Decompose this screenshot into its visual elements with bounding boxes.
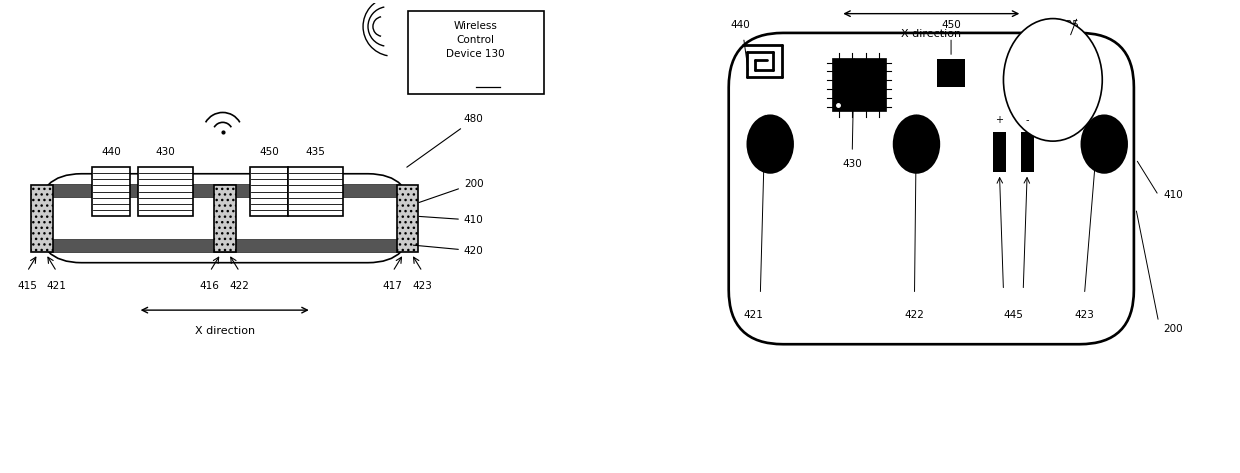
- Text: 410: 410: [419, 215, 484, 225]
- Text: 422: 422: [904, 310, 925, 320]
- Ellipse shape: [893, 114, 940, 174]
- Text: 421: 421: [47, 281, 67, 291]
- Text: 200: 200: [1163, 324, 1183, 334]
- Text: 445: 445: [1003, 310, 1023, 320]
- Text: X direction: X direction: [195, 326, 254, 336]
- Text: 420: 420: [413, 245, 484, 256]
- Bar: [937, 59, 965, 87]
- FancyBboxPatch shape: [37, 174, 413, 263]
- Bar: [250, 167, 288, 216]
- Bar: [1021, 132, 1034, 172]
- Ellipse shape: [1003, 18, 1102, 141]
- Text: 423: 423: [413, 281, 433, 291]
- Text: 416: 416: [200, 281, 219, 291]
- Text: 417: 417: [383, 281, 403, 291]
- Text: X direction: X direction: [901, 29, 961, 39]
- Text: 200: 200: [419, 179, 484, 202]
- Text: 440: 440: [102, 147, 122, 157]
- Text: 423: 423: [1075, 310, 1095, 320]
- Bar: [51, 239, 399, 252]
- Bar: [138, 167, 192, 216]
- FancyBboxPatch shape: [729, 33, 1133, 344]
- Text: 480: 480: [407, 114, 484, 167]
- Ellipse shape: [1080, 114, 1128, 174]
- Bar: [31, 184, 53, 252]
- Text: 430: 430: [155, 147, 175, 157]
- Text: 422: 422: [229, 281, 249, 291]
- Text: 410: 410: [1163, 191, 1183, 201]
- Text: 435: 435: [306, 147, 326, 157]
- Text: +: +: [996, 115, 1003, 125]
- Bar: [289, 167, 342, 216]
- Bar: [408, 11, 544, 94]
- Text: 415: 415: [17, 281, 37, 291]
- Text: 450: 450: [259, 147, 279, 157]
- Text: 450: 450: [941, 20, 961, 30]
- Ellipse shape: [746, 114, 794, 174]
- Bar: [51, 184, 399, 197]
- Text: 421: 421: [744, 310, 764, 320]
- Bar: [993, 132, 1006, 172]
- Bar: [397, 184, 418, 252]
- Text: 435: 435: [1060, 20, 1080, 30]
- Text: 430: 430: [842, 159, 862, 169]
- Bar: [832, 58, 885, 112]
- Bar: [92, 167, 130, 216]
- Text: Wireless
Control
Device 130: Wireless Control Device 130: [446, 20, 505, 59]
- Text: -: -: [1025, 115, 1029, 125]
- Bar: [213, 184, 236, 252]
- Text: 440: 440: [730, 20, 750, 30]
